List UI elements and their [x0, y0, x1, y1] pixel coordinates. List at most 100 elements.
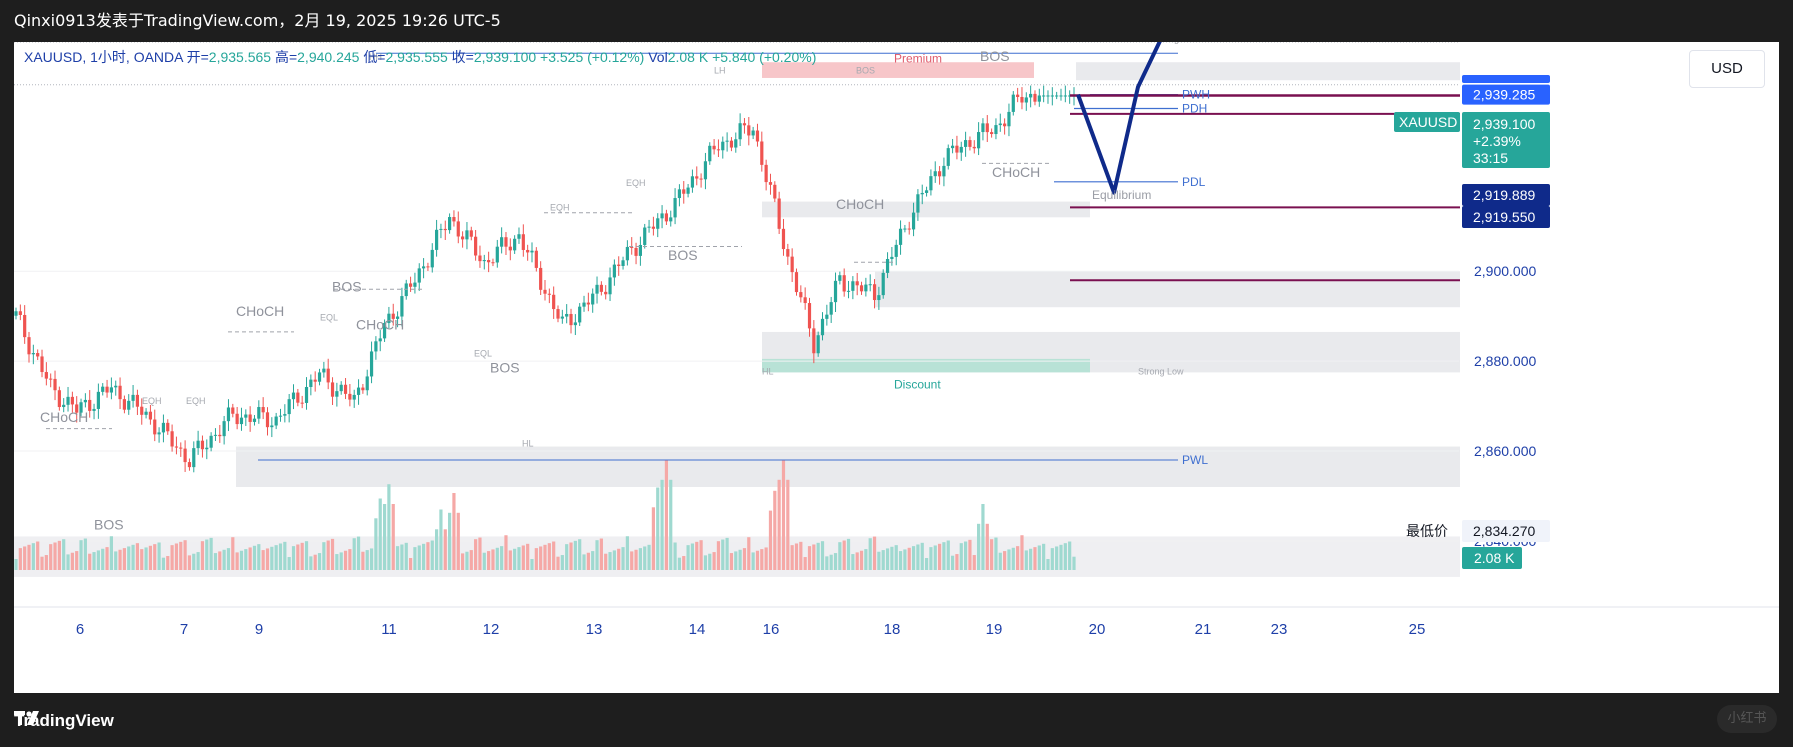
candle-body[interactable]: [612, 264, 616, 278]
candle-body[interactable]: [777, 198, 781, 229]
candle-body[interactable]: [703, 161, 708, 180]
candle-body[interactable]: [916, 194, 920, 213]
candle-body[interactable]: [760, 141, 764, 165]
candle-body[interactable]: [187, 462, 192, 468]
candle-body[interactable]: [14, 311, 18, 316]
candle-body[interactable]: [842, 275, 846, 292]
candle-body[interactable]: [898, 228, 903, 245]
candle-body[interactable]: [1003, 123, 1007, 127]
candle-body[interactable]: [226, 407, 231, 422]
candle-body[interactable]: [153, 419, 157, 435]
candle-body[interactable]: [942, 165, 946, 177]
candle-body[interactable]: [326, 368, 330, 383]
candle-body[interactable]: [868, 284, 872, 286]
candle-body[interactable]: [656, 218, 660, 229]
candle-body[interactable]: [343, 384, 348, 394]
candle-body[interactable]: [851, 281, 855, 291]
candle-body[interactable]: [634, 247, 638, 256]
candle-body[interactable]: [62, 404, 66, 408]
candle-body[interactable]: [729, 140, 734, 148]
candle-body[interactable]: [556, 309, 560, 319]
pdl-price-tag-2[interactable]: [1462, 206, 1550, 228]
candle-body[interactable]: [751, 130, 755, 136]
candle-body[interactable]: [135, 394, 140, 407]
candle-body[interactable]: [265, 412, 270, 428]
candle-body[interactable]: [565, 313, 569, 317]
candle-body[interactable]: [643, 227, 647, 245]
candle-body[interactable]: [218, 434, 222, 437]
candle-body[interactable]: [23, 314, 27, 338]
candle-body[interactable]: [96, 391, 100, 409]
candle-body[interactable]: [365, 376, 369, 391]
candle-body[interactable]: [1059, 95, 1063, 97]
candle-body[interactable]: [1046, 95, 1050, 97]
candle-body[interactable]: [49, 378, 53, 380]
candle-body[interactable]: [738, 123, 742, 140]
candle-body[interactable]: [617, 264, 621, 266]
candle-body[interactable]: [448, 217, 452, 231]
candle-body[interactable]: [356, 387, 361, 395]
candle-body[interactable]: [335, 391, 339, 397]
candle-body[interactable]: [122, 399, 127, 410]
candle-body[interactable]: [101, 386, 105, 392]
candle-body[interactable]: [1007, 111, 1011, 127]
candle-body[interactable]: [695, 176, 699, 179]
candle-body[interactable]: [890, 256, 894, 259]
candle-body[interactable]: [742, 123, 747, 126]
candle-body[interactable]: [205, 447, 209, 450]
candle-body[interactable]: [894, 244, 898, 257]
candle-body[interactable]: [57, 390, 61, 408]
candle-body[interactable]: [599, 284, 603, 292]
candle-body[interactable]: [369, 351, 374, 377]
candle-body[interactable]: [144, 411, 148, 415]
candle-body[interactable]: [404, 283, 408, 297]
candle-body[interactable]: [699, 178, 703, 180]
candle-body[interactable]: [768, 182, 773, 185]
candle-body[interactable]: [647, 226, 651, 228]
candle-body[interactable]: [474, 236, 478, 256]
candle-body[interactable]: [239, 417, 244, 425]
pdl-price-tag-1[interactable]: [1462, 184, 1550, 206]
candle-body[interactable]: [166, 422, 170, 432]
candle-body[interactable]: [361, 387, 365, 391]
chart-panel[interactable]: PWH PDH PDL PWL Equilibrium Premium Discount BO…: [14, 42, 1779, 693]
candle-body[interactable]: [552, 294, 556, 310]
candle-body[interactable]: [994, 125, 998, 135]
candle-body[interactable]: [985, 123, 989, 133]
candle-body[interactable]: [734, 139, 738, 148]
candle-body[interactable]: [1068, 95, 1072, 97]
candle-body[interactable]: [296, 392, 300, 403]
candle-body[interactable]: [287, 399, 291, 415]
candle-body[interactable]: [517, 234, 521, 239]
candle-body[interactable]: [421, 266, 426, 269]
candle-body[interactable]: [530, 250, 534, 253]
candle-body[interactable]: [764, 164, 768, 183]
candle-body[interactable]: [513, 238, 517, 251]
candle-body[interactable]: [257, 407, 261, 419]
candle-body[interactable]: [170, 431, 174, 447]
candle-body[interactable]: [708, 145, 712, 162]
candle-body[interactable]: [825, 314, 829, 319]
candle-body[interactable]: [608, 277, 612, 295]
candle-body[interactable]: [1037, 95, 1041, 102]
candle-body[interactable]: [885, 258, 890, 273]
candle-body[interactable]: [157, 432, 161, 435]
candle-body[interactable]: [534, 250, 538, 268]
candle-body[interactable]: [812, 328, 816, 354]
low-price-tag[interactable]: [1462, 520, 1550, 542]
candle-body[interactable]: [500, 237, 504, 247]
candle-body[interactable]: [179, 447, 183, 449]
candle-body[interactable]: [859, 285, 864, 292]
candle-body[interactable]: [304, 386, 309, 403]
candle-body[interactable]: [786, 249, 790, 257]
candle-body[interactable]: [877, 295, 881, 301]
candle-body[interactable]: [591, 293, 595, 305]
candle-body[interactable]: [452, 217, 456, 222]
candle-body[interactable]: [283, 414, 287, 416]
candle-body[interactable]: [833, 280, 838, 303]
candle-body[interactable]: [716, 149, 721, 151]
candle-body[interactable]: [794, 272, 799, 293]
candle-body[interactable]: [504, 237, 508, 247]
candle-body[interactable]: [790, 256, 794, 273]
candle-body[interactable]: [148, 411, 153, 420]
